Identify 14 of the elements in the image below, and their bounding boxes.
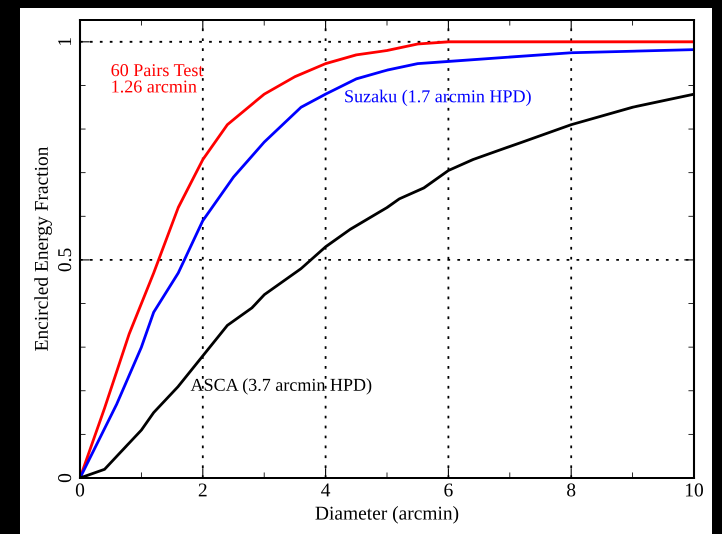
series-label: Suzaku (1.7 arcmin HPD): [345, 90, 531, 106]
x-tick-label: 10: [686, 483, 703, 497]
y-axis-title: Encircled Energy Fraction: [34, 146, 52, 351]
y-tick-label: 0.5: [58, 248, 72, 272]
x-tick-label: 6: [444, 483, 453, 497]
x-axis-title: Diameter (arcmin): [315, 506, 458, 524]
x-tick-label: 4: [321, 484, 330, 496]
series-label: ASCA (3.7 arcmin HPD): [190, 378, 372, 395]
x-tick-label: 8: [567, 483, 576, 497]
x-tick-label: 2: [198, 483, 207, 496]
text: 60 Pairs Test 1.26 arcmin: [111, 64, 204, 93]
y-tick-label: 0: [58, 474, 72, 482]
x-tick-label: 0: [76, 483, 84, 497]
y-tick-label: 1: [58, 38, 71, 45]
